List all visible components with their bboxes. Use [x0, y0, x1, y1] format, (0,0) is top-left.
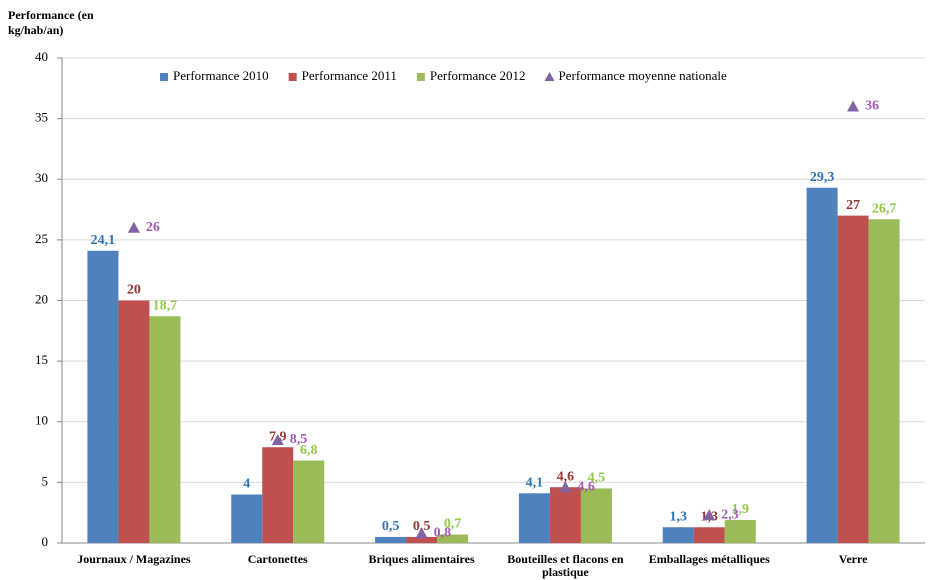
- data-label: 26,7: [872, 201, 897, 216]
- bar: [375, 536, 407, 543]
- data-label: 20: [127, 283, 141, 298]
- marker: [559, 481, 572, 493]
- legend-swatch: [288, 73, 297, 81]
- y-tick-label: 10: [35, 413, 48, 428]
- legend-label: Performance 2010: [173, 68, 269, 83]
- x-tick-label: Emballages métalliques: [648, 552, 770, 566]
- data-label: 6,8: [300, 443, 318, 458]
- data-label: 4,5: [588, 471, 606, 486]
- bar: [662, 527, 694, 543]
- bar: [724, 519, 756, 543]
- bar: [693, 527, 725, 543]
- data-label: 1,3: [670, 509, 688, 524]
- data-label: 36: [865, 99, 879, 114]
- marker: [847, 100, 860, 112]
- data-label: 4: [243, 477, 250, 492]
- data-label: 4,1: [526, 476, 544, 491]
- bar: [806, 187, 838, 544]
- bar: [262, 447, 294, 543]
- data-label: 1,9: [732, 502, 750, 517]
- data-label: 27: [846, 198, 860, 213]
- y-tick-label: 30: [35, 170, 48, 185]
- data-label: 26: [146, 220, 160, 235]
- data-label: 24,1: [91, 233, 116, 248]
- data-label: 4,6: [557, 469, 575, 484]
- x-tick-label: Journaux / Magazines: [77, 552, 191, 566]
- bar: [87, 250, 119, 543]
- x-tick-label: Briques alimentaires: [368, 552, 475, 566]
- y-tick-label: 25: [35, 231, 48, 246]
- data-label: 4,6: [577, 479, 595, 494]
- y-tick-label: 0: [42, 534, 49, 549]
- data-label: 29,3: [810, 170, 835, 185]
- bar: [518, 493, 550, 543]
- bar: [868, 219, 900, 543]
- x-tick-label: Verre: [838, 552, 868, 566]
- legend-marker: [544, 72, 555, 81]
- bar: [149, 316, 181, 543]
- bar: [118, 300, 150, 543]
- y-tick-label: 15: [35, 352, 48, 367]
- data-label: 2,3: [721, 507, 739, 522]
- legend-label: Performance moyenne nationale: [559, 68, 727, 83]
- legend-label: Performance 2012: [430, 68, 526, 83]
- bar: [837, 215, 869, 543]
- bar: [293, 460, 325, 543]
- y-tick-label: 40: [35, 49, 48, 64]
- data-label: 0,8: [434, 526, 452, 541]
- marker: [271, 433, 284, 445]
- legend-swatch: [416, 73, 425, 81]
- data-label: 8,5: [290, 432, 308, 447]
- x-tick-label: Bouteilles et flacons en plastique: [507, 552, 624, 579]
- marker: [703, 509, 716, 521]
- bar: [437, 534, 469, 543]
- data-label: 0,5: [413, 519, 431, 534]
- bar: [231, 494, 263, 543]
- x-tick-label: Cartonettes: [247, 552, 308, 566]
- data-label: 0,7: [444, 517, 462, 532]
- y-tick-label: 5: [42, 473, 49, 488]
- bar: [580, 488, 612, 543]
- marker: [415, 527, 428, 539]
- data-label: 0,5: [382, 519, 400, 534]
- y-tick-label: 35: [35, 110, 48, 125]
- marker: [127, 221, 140, 233]
- y-tick-label: 20: [35, 291, 48, 306]
- legend-swatch: [160, 73, 168, 81]
- bar: [549, 487, 581, 543]
- y-axis-title: Performance (en kg/hab/an): [8, 8, 94, 37]
- legend-label: Performance 2011: [302, 68, 397, 83]
- data-label: 18,7: [153, 298, 178, 313]
- bar: [406, 536, 438, 543]
